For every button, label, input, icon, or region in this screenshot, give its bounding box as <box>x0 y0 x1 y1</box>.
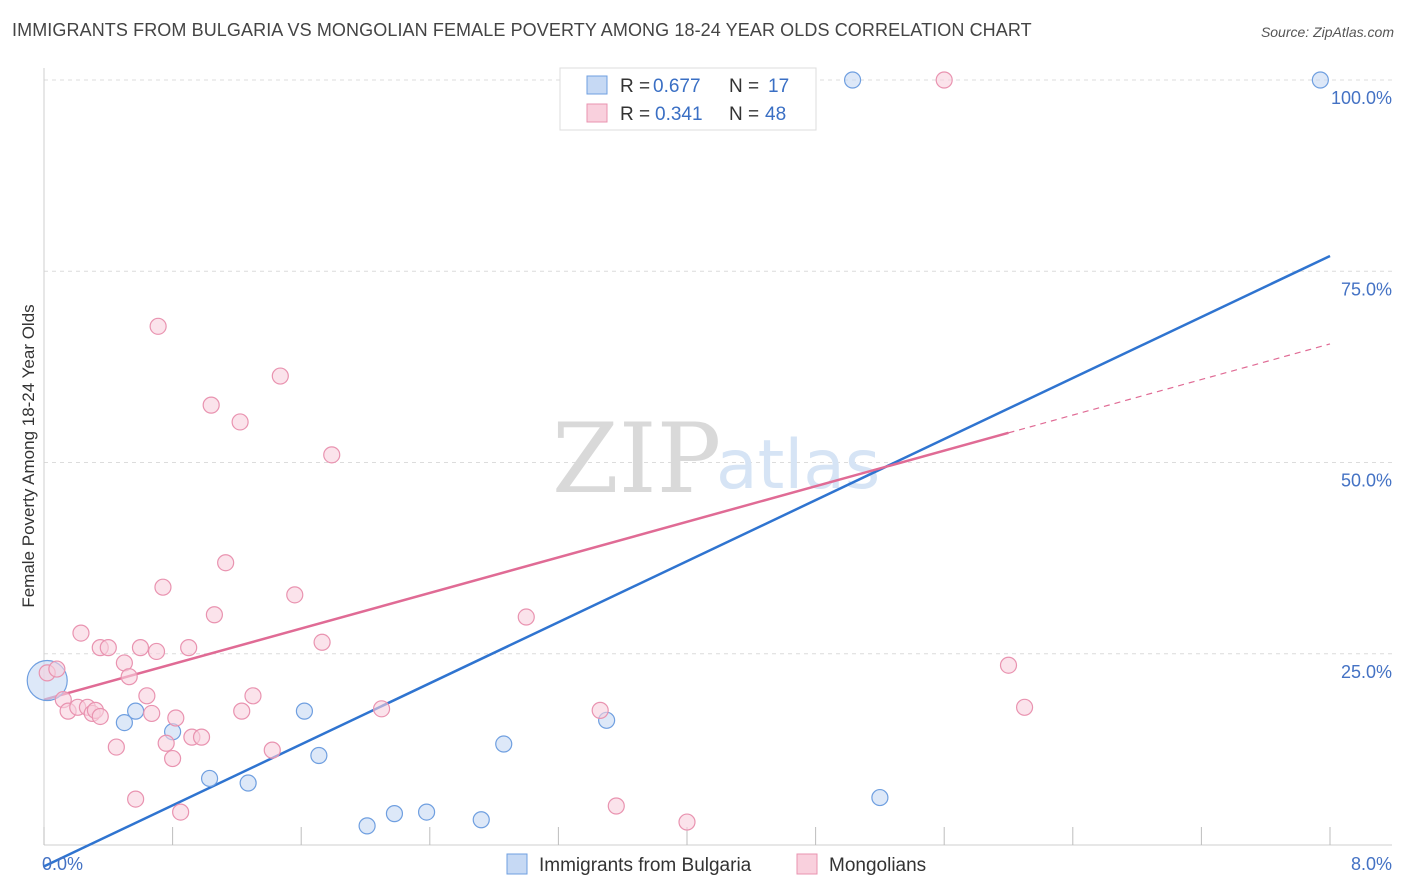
x-tick-label-1: 8.0% <box>1351 854 1392 874</box>
point-bulgaria-2 <box>127 702 145 720</box>
y-tick-label-1: 50.0% <box>1341 471 1392 491</box>
point-mongolians-20 <box>149 317 167 335</box>
point-mongolians-44 <box>678 813 696 831</box>
point-bulgaria-6 <box>295 702 314 720</box>
legend-swatch-bulgaria <box>506 853 528 875</box>
point-mongolians-17 <box>138 687 156 705</box>
watermark: ZIP atlas <box>552 403 880 515</box>
x-tick-label-0: 0.0% <box>42 854 83 874</box>
stats-r-value-mongolians: 0.341 <box>655 104 703 125</box>
stats-swatch-bulgaria <box>586 75 608 95</box>
point-mongolians-47 <box>1015 698 1034 716</box>
stats-n-value-bulgaria: 17 <box>768 76 789 97</box>
stats-n-label-mongolians: N = <box>729 104 759 125</box>
trend-lines <box>43 254 1331 868</box>
point-bulgaria-14 <box>843 71 862 89</box>
point-mongolians-36 <box>271 367 289 385</box>
point-mongolians-22 <box>157 734 175 752</box>
point-mongolians-43 <box>607 797 625 815</box>
point-bulgaria-1 <box>115 713 133 732</box>
point-mongolians-12 <box>107 738 125 756</box>
point-mongolians-18 <box>143 704 161 723</box>
point-mongolians-19 <box>147 642 166 661</box>
x-tick-labels: 0.0% 8.0% <box>42 854 1392 874</box>
point-bulgaria-10 <box>417 803 436 821</box>
point-mongolians-42 <box>591 701 609 719</box>
point-mongolians-41 <box>517 608 535 626</box>
point-mongolians-38 <box>313 633 331 651</box>
stats-legend: R = 0.677 N = 17 R = 0.341 N = 48 <box>559 67 817 131</box>
point-bulgaria-16 <box>1311 71 1329 89</box>
point-bulgaria-5 <box>239 774 257 792</box>
point-bulgaria-8 <box>358 817 376 835</box>
gridlines <box>44 79 1392 655</box>
axes <box>43 68 1392 846</box>
y-tick-labels: 25.0% 50.0% 75.0% 100.0% <box>1331 88 1392 682</box>
point-mongolians-5 <box>72 624 90 642</box>
point-mongolians-35 <box>263 741 281 759</box>
point-mongolians-16 <box>131 639 150 657</box>
y-tick-label-2: 75.0% <box>1341 279 1392 299</box>
point-mongolians-25 <box>172 803 190 821</box>
y-tick-label-3: 100.0% <box>1331 88 1392 108</box>
point-mongolians-14 <box>120 668 138 686</box>
point-mongolians-45 <box>935 71 953 89</box>
point-mongolians-40 <box>372 700 391 718</box>
point-mongolians-21 <box>154 578 172 596</box>
point-mongolians-46 <box>999 656 1018 674</box>
point-mongolians-37 <box>286 586 304 604</box>
watermark-atlas: atlas <box>716 426 880 505</box>
trendline-mongolians <box>43 431 1009 701</box>
stats-r-value-bulgaria: 0.677 <box>653 76 701 97</box>
stats-r-label-bulgaria: R = <box>620 76 650 97</box>
source-credit: Source: ZipAtlas.com <box>1260 24 1394 40</box>
point-mongolians-33 <box>233 702 251 720</box>
watermark-zip: ZIP <box>552 403 721 515</box>
stats-swatch-mongolians <box>586 103 608 123</box>
point-mongolians-34 <box>244 687 262 705</box>
point-mongolians-29 <box>202 396 220 414</box>
point-mongolians-1 <box>48 660 66 678</box>
point-bulgaria-7 <box>310 746 328 765</box>
legend-swatch-mongolians <box>796 853 818 875</box>
point-mongolians-24 <box>167 709 185 727</box>
y-axis-title: Female Poverty Among 18-24 Year Olds <box>19 304 38 607</box>
trendline-bulgaria <box>43 254 1331 868</box>
point-mongolians-28 <box>192 728 211 746</box>
point-bulgaria-4 <box>200 769 219 788</box>
point-bulgaria-9 <box>385 805 404 823</box>
stats-n-label-bulgaria: N = <box>729 76 759 97</box>
point-mongolians-11 <box>99 639 117 657</box>
point-mongolians-9 <box>91 707 109 726</box>
legend-label-mongolians: Mongolians <box>829 855 926 876</box>
point-mongolians-39 <box>323 446 341 464</box>
point-mongolians-15 <box>127 790 145 808</box>
chart-title: IMMIGRANTS FROM BULGARIA VS MONGOLIAN FE… <box>12 20 1032 40</box>
stats-n-value-mongolians: 48 <box>765 104 786 125</box>
legend-label-bulgaria: Immigrants from Bulgaria <box>539 855 752 876</box>
point-mongolians-30 <box>205 606 223 624</box>
y-tick-label-0: 25.0% <box>1341 662 1392 682</box>
data-points <box>26 71 1329 835</box>
point-mongolians-31 <box>217 554 235 572</box>
stats-r-label-mongolians: R = <box>620 104 650 125</box>
series-legend: Immigrants from Bulgaria Mongolians <box>506 853 926 876</box>
point-mongolians-32 <box>231 413 249 431</box>
point-bulgaria-12 <box>495 735 513 753</box>
trendline-mongolians-extension <box>1008 343 1331 434</box>
point-bulgaria-15 <box>871 788 889 807</box>
point-mongolians-26 <box>180 639 198 657</box>
point-mongolians-23 <box>164 749 182 768</box>
point-bulgaria-11 <box>472 811 490 829</box>
